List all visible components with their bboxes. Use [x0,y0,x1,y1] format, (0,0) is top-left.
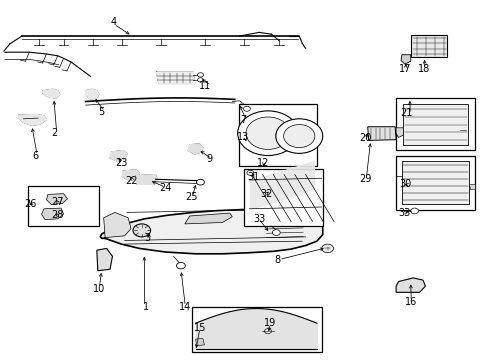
Text: 5: 5 [99,107,104,117]
Circle shape [275,119,322,153]
Circle shape [197,73,203,77]
Bar [191,307,321,352]
Polygon shape [156,72,194,84]
Text: 30: 30 [399,179,411,189]
Bar [395,98,474,150]
Circle shape [264,329,271,334]
Text: 2: 2 [52,128,58,138]
Bar [410,35,447,57]
Bar [401,161,468,204]
Text: 33: 33 [252,214,265,224]
Text: 31: 31 [246,172,259,182]
Polygon shape [103,212,131,238]
Polygon shape [188,144,203,154]
Polygon shape [136,175,157,184]
Text: 1: 1 [142,302,148,312]
Polygon shape [100,208,322,254]
Circle shape [321,244,333,253]
Circle shape [410,208,418,214]
Circle shape [243,106,250,111]
Polygon shape [195,338,204,346]
Text: 32: 32 [259,189,272,199]
Polygon shape [395,278,425,292]
Polygon shape [367,127,395,140]
Text: 8: 8 [274,255,280,265]
Text: 21: 21 [400,108,412,118]
Bar [244,169,322,226]
Polygon shape [97,248,112,271]
Text: 25: 25 [185,192,198,202]
Text: 22: 22 [124,176,137,186]
Text: 13: 13 [237,132,249,142]
Text: 19: 19 [263,318,276,328]
Circle shape [176,262,185,269]
Text: 28: 28 [51,210,64,220]
Text: 7: 7 [240,114,246,125]
Text: 15: 15 [194,323,206,333]
Text: 17: 17 [398,64,410,74]
Text: 29: 29 [359,174,371,184]
Polygon shape [110,150,127,161]
Circle shape [246,170,253,175]
Polygon shape [19,114,46,125]
Bar [238,104,316,166]
Circle shape [272,230,280,235]
Text: 20: 20 [359,132,371,143]
Text: 26: 26 [24,199,37,210]
Polygon shape [400,55,410,64]
Text: 4: 4 [110,17,116,27]
Text: 10: 10 [92,284,105,294]
Text: 23: 23 [115,158,127,168]
Polygon shape [395,128,403,138]
Polygon shape [46,194,67,204]
Bar [403,104,467,145]
Polygon shape [85,89,99,99]
Text: 18: 18 [417,64,430,74]
Polygon shape [43,89,60,98]
Text: 12: 12 [256,158,269,168]
Polygon shape [184,213,232,224]
Circle shape [237,111,298,156]
Text: 24: 24 [159,183,171,193]
Text: 27: 27 [51,197,64,207]
Text: 14: 14 [178,302,191,312]
Text: 3: 3 [144,233,150,243]
Circle shape [245,117,289,149]
Polygon shape [41,208,63,220]
Text: 9: 9 [206,154,212,164]
Circle shape [196,179,204,185]
Bar [395,156,474,210]
Circle shape [283,125,314,148]
Polygon shape [468,184,474,189]
Text: 11: 11 [199,81,211,91]
Polygon shape [122,170,139,181]
Circle shape [197,78,203,82]
Circle shape [133,224,150,237]
Text: 16: 16 [404,297,416,307]
Bar [28,186,99,226]
Text: 33: 33 [398,208,410,218]
Text: 6: 6 [32,150,38,161]
